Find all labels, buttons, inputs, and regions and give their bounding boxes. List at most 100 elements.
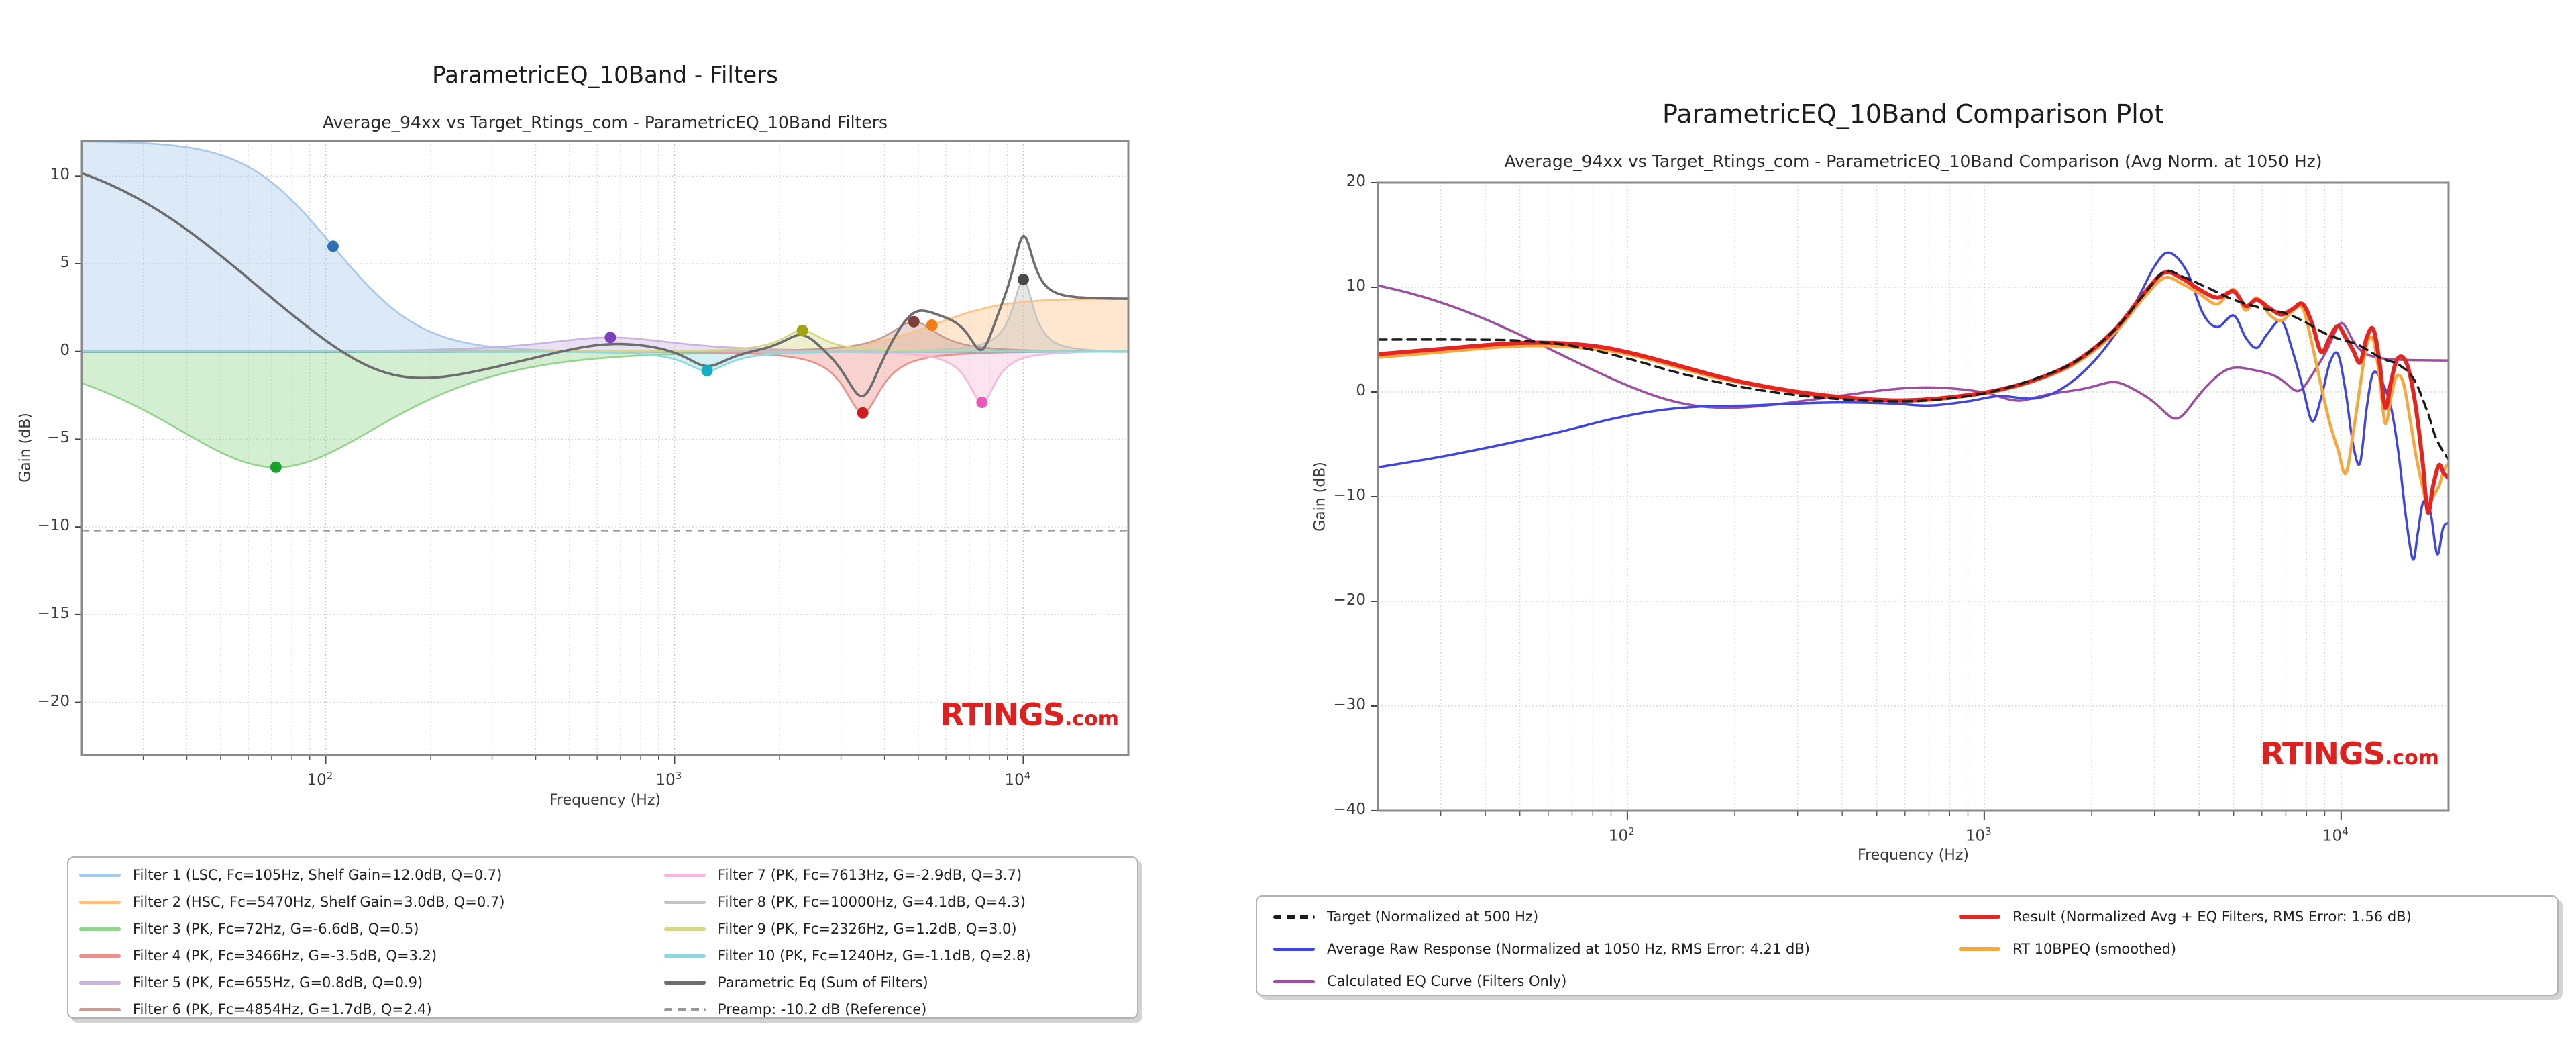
legend-swatch <box>1959 947 2000 951</box>
legend-label: Filter 3 (PK, Fc=72Hz, G=-6.6dB, Q=0.5) <box>133 921 419 937</box>
x-tick-label: 102 <box>1608 825 1635 845</box>
legend-swatch <box>79 981 121 985</box>
rtings-watermark-right: RTINGS.com <box>2261 736 2439 772</box>
legend-swatch <box>79 954 121 958</box>
legend-swatch <box>664 873 706 877</box>
legend-label: Average Raw Response (Normalized at 1050… <box>1327 941 1810 957</box>
legend-swatch <box>664 900 706 904</box>
legend-item: Filter 10 (PK, Fc=1240Hz, G=-1.1dB, Q=2.… <box>664 942 1031 969</box>
y-tick-label: 10 <box>50 166 70 184</box>
filter-center-marker <box>908 315 920 328</box>
x-tick-label: 103 <box>1965 825 1992 845</box>
legend-item: Filter 1 (LSC, Fc=105Hz, Shelf Gain=12.0… <box>79 862 504 889</box>
y-tick-label: −30 <box>1333 696 1366 713</box>
filters-curves <box>82 141 1128 532</box>
legend-item: Filter 9 (PK, Fc=2326Hz, G=1.2dB, Q=3.0) <box>664 915 1031 942</box>
legend-swatch <box>664 1007 706 1011</box>
rtings-logo-text: RTINGS <box>940 697 1065 733</box>
legend-item: Preamp: -10.2 dB (Reference) <box>664 996 1031 1023</box>
filter-center-marker <box>926 319 938 331</box>
legend-label: Result (Normalized Avg + EQ Filters, RMS… <box>2012 909 2412 925</box>
y-tick-label: 5 <box>60 254 70 271</box>
tick-marks <box>1371 182 2342 820</box>
legend-label: Filter 7 (PK, Fc=7613Hz, G=-2.9dB, Q=3.7… <box>718 867 1022 883</box>
rtings-logo-text: RTINGS <box>2260 736 2385 772</box>
left-chart-subtitle: Average_94xx vs Target_Rtings_com - Para… <box>322 113 888 132</box>
filter-center-marker <box>604 332 616 344</box>
rtings-logo-suffix: .com <box>2384 746 2439 770</box>
left-x-axis-label: Frequency (Hz) <box>549 792 661 809</box>
rtings-logo-suffix: .com <box>1064 707 1119 731</box>
legend-label: Preamp: -10.2 dB (Reference) <box>718 1001 927 1017</box>
y-tick-label: −15 <box>37 604 70 622</box>
legend-column: Target (Normalized at 500 Hz) Average Raw… <box>1273 901 1810 997</box>
filter-center-marker <box>857 407 869 419</box>
filter-center-marker <box>976 397 988 409</box>
left-chart-title: ParametricEQ_10Band - Filters <box>432 62 778 89</box>
legend-swatch <box>1273 979 1315 983</box>
rtings-watermark-left: RTINGS.com <box>941 697 1119 733</box>
legend-column: Filter 7 (PK, Fc=7613Hz, G=-2.9dB, Q=3.7… <box>664 862 1031 1023</box>
comparison-curves <box>1378 251 2449 561</box>
grid <box>1378 182 2449 811</box>
legend-item: Filter 3 (PK, Fc=72Hz, G=-6.6dB, Q=0.5) <box>79 915 504 942</box>
right-x-axis-label: Frequency (Hz) <box>1858 847 1969 864</box>
legend-swatch <box>1273 947 1315 951</box>
filter-area <box>82 351 1128 468</box>
y-tick-label: 10 <box>1346 277 1366 295</box>
filter-center-marker <box>701 364 713 376</box>
parametric-eq-sum-curve <box>82 172 1128 398</box>
legend-item: Target (Normalized at 500 Hz) <box>1273 901 1810 933</box>
legend-item: Result (Normalized Avg + EQ Filters, RMS… <box>1959 901 2412 933</box>
y-tick-label: −10 <box>1333 487 1366 504</box>
legend-item: Calculated EQ Curve (Filters Only) <box>1273 965 1810 997</box>
y-tick-label: −20 <box>1333 591 1366 609</box>
legend-swatch <box>1959 915 2000 919</box>
legend-item: Average Raw Response (Normalized at 1050… <box>1273 933 1810 965</box>
filter-area <box>82 351 1128 413</box>
legend-column: Result (Normalized Avg + EQ Filters, RMS… <box>1959 901 2412 965</box>
legend-label: Calculated EQ Curve (Filters Only) <box>1327 973 1567 989</box>
filter-center-marker <box>270 461 282 473</box>
x-tick-label: 102 <box>307 770 333 789</box>
filter-area <box>82 141 1128 352</box>
filter-center-marker <box>796 324 808 336</box>
legend-label: RT 10BPEQ (smoothed) <box>2012 941 2177 957</box>
legend-swatch <box>79 927 121 931</box>
legend-label: Parametric Eq (Sum of Filters) <box>718 974 928 991</box>
x-tick-label: 104 <box>1004 770 1031 789</box>
legend-label: Target (Normalized at 500 Hz) <box>1327 909 1539 925</box>
legend-label: Filter 1 (LSC, Fc=105Hz, Shelf Gain=12.0… <box>133 867 502 883</box>
comparison-legend: Target (Normalized at 500 Hz) Average Raw… <box>1256 895 2559 996</box>
left-y-axis-label: Gain (dB) <box>17 413 34 483</box>
legend-item: Filter 6 (PK, Fc=4854Hz, G=1.7dB, Q=2.4) <box>79 996 504 1023</box>
legend-item: Filter 2 (HSC, Fc=5470Hz, Shelf Gain=3.0… <box>79 889 504 915</box>
y-tick-label: 0 <box>1356 382 1366 399</box>
y-tick-label: −20 <box>37 692 70 710</box>
legend-item: RT 10BPEQ (smoothed) <box>1959 933 2412 965</box>
right-chart-title: ParametricEQ_10Band Comparison Plot <box>1662 99 2164 129</box>
legend-swatch <box>79 1007 121 1011</box>
filter-curve <box>82 350 1128 372</box>
series-result <box>1378 270 2449 515</box>
legend-item: Filter 4 (PK, Fc=3466Hz, G=-3.5dB, Q=3.2… <box>79 942 504 969</box>
series-calculated_eq <box>1378 284 2449 420</box>
y-tick-label: −5 <box>47 429 70 447</box>
right-chart-subtitle: Average_94xx vs Target_Rtings_com - Para… <box>1504 152 2322 171</box>
legend-label: Filter 4 (PK, Fc=3466Hz, G=-3.5dB, Q=3.2… <box>133 948 437 964</box>
y-tick-label: 20 <box>1346 172 1366 190</box>
legend-label: Filter 6 (PK, Fc=4854Hz, G=1.7dB, Q=2.4) <box>133 1001 432 1017</box>
legend-column: Filter 1 (LSC, Fc=105Hz, Shelf Gain=12.0… <box>79 862 504 1023</box>
filter-area <box>82 279 1128 352</box>
filter-center-marker <box>327 240 339 252</box>
y-tick-label: −40 <box>1333 801 1366 818</box>
series-target <box>1378 269 2449 462</box>
legend-item: Filter 8 (PK, Fc=10000Hz, G=4.1dB, Q=4.3… <box>664 889 1031 915</box>
legend-swatch <box>664 927 706 931</box>
legend-swatch <box>79 873 121 877</box>
plot-border <box>80 140 1130 756</box>
legend-swatch <box>1273 915 1315 919</box>
legend-label: Filter 8 (PK, Fc=10000Hz, G=4.1dB, Q=4.3… <box>718 894 1026 910</box>
